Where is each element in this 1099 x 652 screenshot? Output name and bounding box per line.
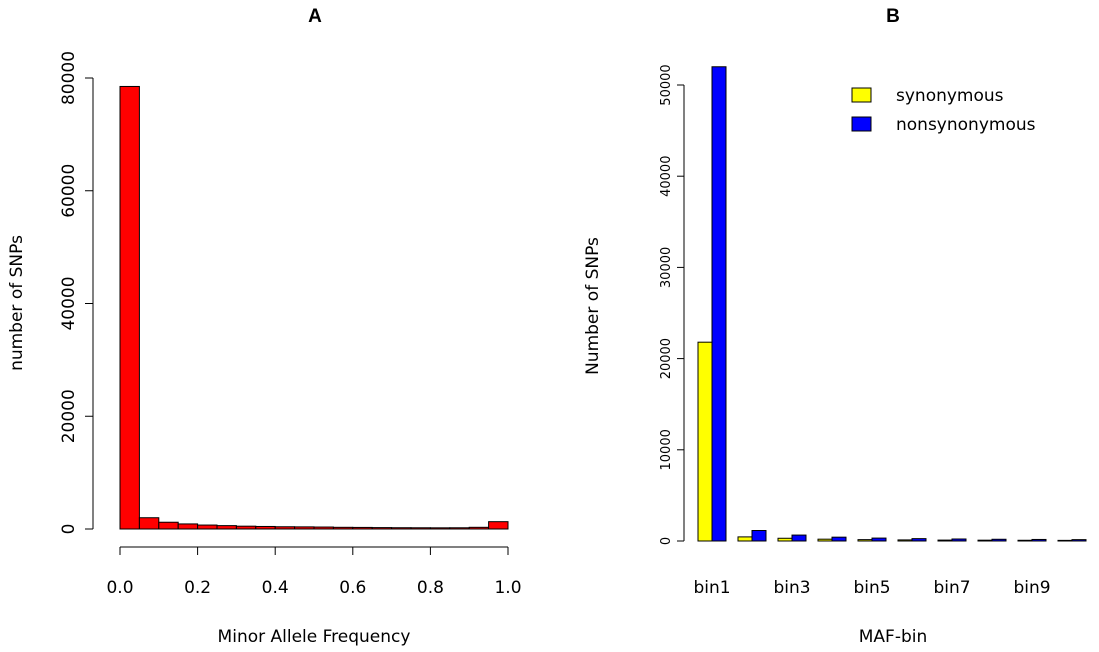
x-tick-label: 0.6 bbox=[339, 578, 366, 598]
bar-nonsynonymous bbox=[991, 538, 1007, 542]
histogram-bar bbox=[138, 517, 160, 530]
histogram-bar bbox=[177, 523, 199, 530]
legend-label-synonymous: synonymous bbox=[896, 86, 1004, 106]
bar-nonsynonymous bbox=[791, 534, 807, 542]
histogram-bar bbox=[410, 527, 431, 530]
bar-nonsynonymous bbox=[871, 537, 887, 542]
bar-synonymous bbox=[977, 539, 993, 542]
panel-a-y-label: number of SNPs bbox=[7, 235, 27, 371]
histogram-bar bbox=[255, 525, 276, 530]
y-tick-label: 20000 bbox=[59, 389, 79, 443]
histogram-bar bbox=[449, 527, 470, 530]
histogram-bar bbox=[216, 525, 237, 530]
histogram-bar bbox=[197, 524, 218, 530]
bar-synonymous bbox=[737, 536, 753, 542]
histogram-bar bbox=[488, 521, 509, 530]
panel-b-title: B bbox=[886, 6, 900, 27]
panel-a-bars bbox=[119, 85, 509, 530]
bar-synonymous bbox=[1017, 539, 1033, 542]
x-category-label: bin3 bbox=[773, 578, 810, 598]
y-tick-label: 40000 bbox=[659, 156, 674, 197]
panel-b-x-axis: bin1 bin3 bin5 bin7 bin9 bbox=[693, 578, 1050, 598]
bar-synonymous bbox=[817, 538, 833, 542]
x-category-label: bin7 bbox=[933, 578, 970, 598]
bar-nonsynonymous bbox=[751, 530, 767, 542]
legend-swatch-nonsynonymous bbox=[851, 116, 872, 132]
y-tick-label: 40000 bbox=[59, 276, 79, 330]
panel-a-y-axis: 0 20000 40000 60000 80000 bbox=[59, 51, 94, 535]
panel-b-bars bbox=[697, 66, 1087, 542]
x-category-label: bin9 bbox=[1013, 578, 1050, 598]
x-tick-label: 0.0 bbox=[106, 578, 133, 598]
x-tick-label: 0.8 bbox=[417, 578, 444, 598]
x-tick-label: 0.4 bbox=[262, 578, 289, 598]
panel-a: A 0 20000 40000 60000 80000 0.0 0.2 0.4 0.6 0.8 1… bbox=[7, 6, 522, 647]
bar-synonymous bbox=[697, 341, 713, 542]
legend-swatch-synonymous bbox=[851, 87, 872, 103]
histogram-bar bbox=[332, 526, 354, 530]
histogram-bar bbox=[352, 526, 373, 530]
y-tick-label: 60000 bbox=[59, 164, 79, 218]
x-category-label: bin1 bbox=[693, 578, 730, 598]
y-tick-label: 50000 bbox=[659, 64, 674, 105]
panel-b-legend: synonymous nonsynonymous bbox=[851, 86, 1036, 135]
y-tick-label: 30000 bbox=[659, 247, 674, 288]
y-tick-label: 10000 bbox=[659, 429, 674, 470]
histogram-bar bbox=[119, 85, 140, 530]
bar-nonsynonymous bbox=[951, 538, 967, 542]
histogram-bar bbox=[468, 526, 490, 530]
histogram-bar bbox=[371, 527, 393, 530]
y-tick-label: 20000 bbox=[659, 338, 674, 379]
bar-nonsynonymous bbox=[711, 66, 727, 542]
histogram-bar bbox=[313, 526, 334, 530]
bar-synonymous bbox=[857, 539, 873, 542]
bar-nonsynonymous bbox=[911, 538, 927, 542]
panel-a-title: A bbox=[308, 6, 322, 27]
histogram-bar bbox=[274, 526, 296, 530]
x-tick-label: 1.0 bbox=[494, 578, 521, 598]
panel-a-x-label: Minor Allele Frequency bbox=[218, 627, 411, 647]
y-tick-label: 80000 bbox=[59, 51, 79, 105]
histogram-bar bbox=[235, 525, 257, 530]
panel-b-y-label: Number of SNPs bbox=[583, 237, 603, 375]
bar-nonsynonymous bbox=[831, 536, 847, 542]
histogram-bar bbox=[158, 521, 179, 530]
histogram-bar bbox=[429, 527, 451, 530]
bar-synonymous bbox=[897, 539, 913, 542]
panel-a-x-axis: 0.0 0.2 0.4 0.6 0.8 1.0 bbox=[106, 546, 522, 598]
bar-synonymous bbox=[777, 537, 793, 542]
histogram-bar bbox=[391, 527, 412, 530]
histogram-bar bbox=[294, 526, 315, 530]
bar-synonymous bbox=[1057, 539, 1073, 542]
y-tick-label: 0 bbox=[59, 524, 79, 535]
panel-b-x-label: MAF-bin bbox=[859, 627, 928, 647]
panel-b-y-axis: 0 10000 20000 30000 40000 50000 bbox=[659, 64, 685, 545]
x-tick-label: 0.2 bbox=[184, 578, 211, 598]
bar-nonsynonymous bbox=[1031, 538, 1047, 542]
bar-nonsynonymous bbox=[1071, 539, 1087, 542]
bar-synonymous bbox=[937, 539, 953, 542]
y-tick-label: 0 bbox=[659, 537, 674, 545]
legend-label-nonsynonymous: nonsynonymous bbox=[896, 115, 1036, 135]
x-category-label: bin5 bbox=[853, 578, 890, 598]
